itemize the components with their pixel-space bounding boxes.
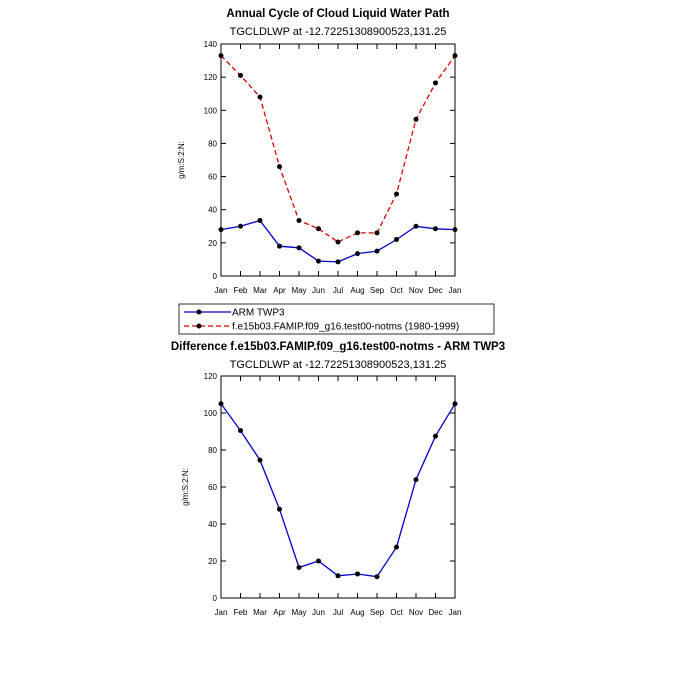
chart2-xtick-label: Jan (215, 608, 228, 617)
chart1-xtick-label: Mar (253, 286, 267, 295)
chart2-series-0-point (374, 574, 380, 580)
chart1-ytick-label: 100 (204, 106, 218, 115)
chart1-series-1-point (257, 94, 263, 100)
chart2-xtick-label: Dec (428, 608, 442, 617)
chart1-series-1-point (316, 226, 321, 232)
chart2-xtick-label: Jul (333, 608, 343, 617)
chart1-ytick-label: 140 (204, 40, 218, 49)
chart1-xtick-label: Dec (428, 286, 442, 295)
legend-marker-arm (196, 309, 202, 315)
chart2-series-0-point (277, 506, 282, 512)
chart1-subtitle: TGCLDLWP at -12.72251308900523,131.25 (230, 26, 447, 38)
chart1-series-1-point (277, 164, 282, 170)
chart1-series-1-point (218, 53, 224, 59)
chart1-series-1-point (413, 116, 419, 122)
legend-marker-model (196, 323, 202, 329)
chart2-xtick-label: Nov (409, 608, 423, 617)
chart1-series-1-point (355, 230, 360, 236)
chart-difference: Difference f.e15b03.FAMIP.f09_g16.test00… (171, 341, 505, 617)
chart1-series-1-point (296, 217, 302, 223)
chart2-ylabel: g/m:S:2:N: (181, 468, 190, 506)
chart1-xtick-label: Jul (333, 286, 343, 295)
chart2-ytick-label: 0 (213, 594, 218, 603)
chart1-series-0-point (218, 227, 224, 233)
chart2-title: Difference f.e15b03.FAMIP.f09_g16.test00… (171, 341, 505, 353)
chart1-series-0-point (296, 245, 302, 251)
chart1-series-0-point (413, 223, 419, 229)
chart1-series-0-point (394, 237, 399, 243)
chart1-ytick-label: 80 (208, 139, 217, 148)
chart2-series-0-point (218, 401, 224, 407)
chart2-series-line-0 (220, 403, 456, 578)
chart1-series-0-point (238, 223, 243, 229)
legend-label-model: f.e15b03.FAMIP.f09_g16.test00-notms (198… (232, 322, 459, 333)
chart2-ytick-label: 120 (204, 372, 218, 381)
chart1-series-1-point (394, 191, 399, 197)
chart1-series-1-point (452, 53, 458, 59)
chart2-ytick-label: 80 (208, 446, 217, 455)
chart1-xtick-label: Jun (312, 286, 325, 295)
chart1-series-0-point (335, 259, 341, 265)
chart1-xtick-label: Sep (370, 286, 385, 295)
chart1-series-0-point (374, 248, 380, 254)
chart2-series-0-point (355, 571, 360, 577)
chart1-series-0-point (433, 226, 438, 232)
chart1-ytick-label: 120 (204, 73, 218, 82)
chart2-series-0-point (394, 544, 399, 550)
chart2-xtick-label: Jan (449, 608, 462, 617)
chart2-xtick-label: Jun (312, 608, 325, 617)
chart1-series-0-point (316, 258, 321, 264)
chart2-subtitle: TGCLDLWP at -12.72251308900523,131.25 (230, 359, 447, 371)
chart1-series-1-point (374, 230, 380, 236)
chart1-xtick-label: Oct (390, 286, 403, 295)
chart1-ytick-label: 60 (208, 173, 217, 182)
chart1-series-0-point (277, 243, 282, 249)
chart1-series-line-1 (220, 55, 456, 243)
chart2-xtick-label: Oct (390, 608, 403, 617)
chart2-series-0-point (296, 564, 302, 570)
chart1-series-0-point (355, 251, 360, 257)
chart2-series-0-point (316, 558, 321, 564)
chart2-series-0-point (413, 477, 419, 483)
chart1-ytick-label: 0 (213, 272, 218, 281)
chart1-series-1-point (238, 72, 243, 78)
chart2-series-0-point (433, 433, 438, 439)
chart2-xtick-label: May (291, 608, 306, 617)
chart1-xtick-label: Feb (234, 286, 248, 295)
chart1-series-1-point (433, 80, 438, 86)
chart2-ytick-label: 40 (208, 520, 217, 529)
chart2-ytick-label: 100 (204, 409, 218, 418)
chart1-xtick-label: Nov (409, 286, 423, 295)
chart1-xtick-label: Apr (273, 286, 286, 295)
chart2-series-0-point (238, 428, 243, 434)
chart1-series-0-point (452, 227, 458, 233)
chart1-xtick-label: May (291, 286, 306, 295)
legend: ARM TWP3 f.e15b03.FAMIP.f09_g16.test00-n… (178, 303, 495, 335)
chart2-xtick-label: Feb (234, 608, 248, 617)
chart1-ytick-label: 40 (208, 206, 217, 215)
chart1-xtick-label: Jan (449, 286, 462, 295)
chart2-ytick-label: 20 (208, 557, 217, 566)
legend-label-arm: ARM TWP3 (232, 308, 285, 319)
chart1-title: Annual Cycle of Cloud Liquid Water Path (226, 8, 449, 20)
chart2-ytick-label: 60 (208, 483, 217, 492)
chart1-series-1-point (335, 239, 341, 245)
chart2-series-0-point (335, 573, 341, 579)
chart-annual-cycle: Annual Cycle of Cloud Liquid Water Path … (177, 8, 461, 295)
chart1-ytick-label: 20 (208, 239, 217, 248)
chart2-xtick-label: Aug (350, 608, 364, 617)
chart2-xtick-label: Mar (253, 608, 267, 617)
chart1-xtick-label: Jan (215, 286, 228, 295)
chart1-ylabel: g/m:S:2:N: (177, 141, 186, 179)
chart2-series-0-point (452, 401, 458, 407)
chart2-series-0-point (257, 457, 263, 463)
chart1-series-0-point (257, 217, 263, 223)
chart2-xtick-label: Sep (370, 608, 385, 617)
legend-box (178, 303, 495, 335)
chart1-xtick-label: Aug (350, 286, 364, 295)
chart2-xtick-label: Apr (273, 608, 286, 617)
chart2-plot-frame (220, 375, 456, 599)
